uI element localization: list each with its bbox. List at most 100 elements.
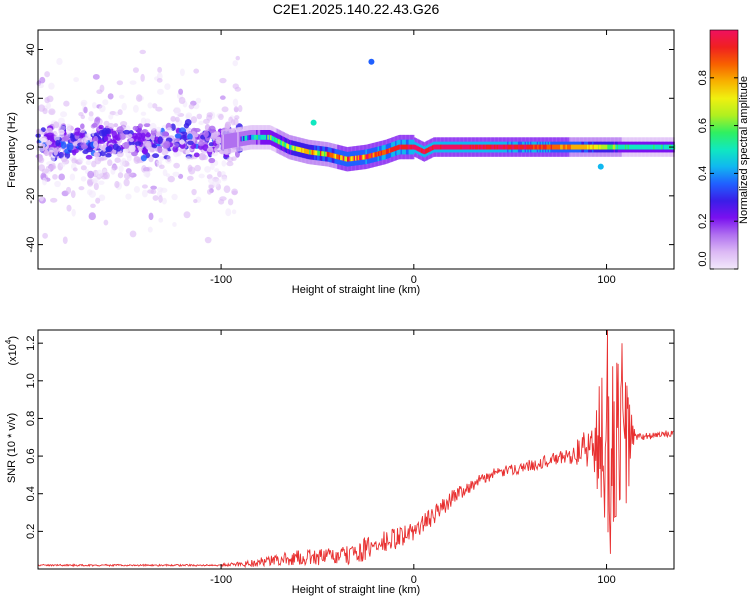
band-core-cell bbox=[549, 144, 552, 150]
noise-cell bbox=[125, 193, 132, 200]
noise-cell bbox=[69, 173, 76, 181]
noise-cell bbox=[72, 167, 78, 172]
snr-background bbox=[38, 330, 674, 569]
band-core-cell bbox=[255, 134, 257, 140]
band-core-cell bbox=[453, 144, 456, 150]
noise-cell bbox=[107, 93, 114, 100]
noise-cell bbox=[123, 141, 130, 149]
band-core-cell bbox=[639, 144, 642, 150]
noise-cell bbox=[139, 49, 147, 55]
band-core-cell bbox=[259, 134, 261, 140]
noise-cell bbox=[149, 122, 157, 131]
noise-cell bbox=[103, 136, 109, 142]
noise-cell bbox=[42, 232, 48, 239]
noise-cell bbox=[116, 126, 124, 133]
band-core-cell bbox=[666, 144, 669, 150]
noise-cell bbox=[219, 77, 227, 84]
band-core-cell bbox=[560, 144, 562, 150]
band-core-cell bbox=[655, 144, 658, 150]
band-cell bbox=[233, 132, 235, 148]
noise-cell bbox=[116, 150, 124, 158]
band-core-cell bbox=[406, 144, 409, 150]
band-core-cell bbox=[592, 144, 595, 150]
band-core-cell bbox=[252, 134, 255, 140]
band-core-cell bbox=[395, 145, 398, 151]
noise-cell bbox=[41, 168, 50, 174]
band-core-cell bbox=[360, 155, 363, 160]
band-core-cell bbox=[376, 151, 379, 157]
band-core-cell bbox=[492, 144, 495, 150]
noise-cell bbox=[186, 175, 194, 181]
band-core-cell bbox=[275, 137, 278, 143]
band-core-cell bbox=[550, 144, 553, 150]
band-core-cell bbox=[265, 134, 268, 140]
band-core-cell bbox=[450, 144, 453, 150]
noise-cell bbox=[156, 77, 163, 83]
noise-cell bbox=[136, 158, 142, 164]
band-core-cell bbox=[506, 144, 508, 150]
noise-cell bbox=[226, 161, 234, 167]
noise-cell bbox=[132, 125, 138, 131]
band-core-cell bbox=[243, 136, 245, 141]
band-core-cell bbox=[361, 154, 364, 160]
noise-cell bbox=[137, 123, 143, 129]
colorbar-gradient bbox=[710, 30, 738, 269]
band-core-cell bbox=[611, 144, 614, 150]
band-core-cell bbox=[568, 144, 570, 150]
noise-cell bbox=[101, 127, 109, 136]
band-core-cell bbox=[317, 150, 320, 156]
band-core-cell bbox=[631, 144, 634, 150]
band-core-cell bbox=[570, 144, 573, 150]
band-core-cell bbox=[615, 144, 618, 150]
band-core-cell bbox=[244, 135, 247, 141]
noise-cell bbox=[171, 193, 178, 201]
band-core-cell bbox=[462, 144, 465, 150]
band-core-cell bbox=[546, 144, 549, 150]
band-core-cell bbox=[569, 144, 572, 150]
noise-cell bbox=[60, 141, 67, 149]
band-core-cell bbox=[417, 146, 419, 152]
band-core-cell bbox=[622, 144, 624, 150]
noise-cell bbox=[166, 127, 173, 133]
band-core-cell bbox=[363, 154, 365, 160]
band-core-cell bbox=[410, 144, 413, 150]
band-core-cell bbox=[350, 156, 353, 162]
band-cell bbox=[222, 134, 225, 150]
band-core-cell bbox=[409, 144, 411, 150]
band-core-cell bbox=[414, 144, 417, 150]
noise-cell bbox=[66, 142, 74, 151]
snr-x-ticks: -100 0 100 bbox=[210, 330, 616, 586]
band-core-cell bbox=[624, 144, 627, 150]
noise-cell bbox=[143, 123, 151, 128]
noise-cell bbox=[118, 165, 124, 173]
band-core-cell bbox=[628, 144, 631, 150]
band-core-cell bbox=[623, 144, 626, 150]
band-core-cell bbox=[279, 140, 282, 145]
band-core-cell bbox=[523, 144, 526, 150]
noise-cell bbox=[128, 172, 134, 177]
band-core-cell bbox=[539, 144, 542, 150]
noise-cell bbox=[184, 118, 192, 126]
noise-cell bbox=[187, 164, 193, 172]
band-core-cell bbox=[442, 144, 445, 150]
band-core-cell bbox=[530, 144, 533, 150]
band-cell bbox=[238, 131, 241, 147]
artifact-blob bbox=[310, 119, 317, 126]
band-core-cell bbox=[276, 138, 279, 144]
band-core-cell bbox=[646, 144, 649, 150]
band-core-cell bbox=[620, 144, 623, 150]
band-core-cell bbox=[307, 149, 310, 155]
band-core-cell bbox=[328, 152, 330, 158]
band-core-cell bbox=[464, 144, 467, 150]
band-core-cell bbox=[261, 134, 264, 140]
band-core-cell bbox=[456, 144, 458, 150]
band-core-cell bbox=[649, 144, 651, 150]
noise-cell bbox=[148, 212, 154, 221]
noise-cell bbox=[93, 182, 99, 191]
band-core-cell bbox=[502, 144, 504, 150]
band-core-cell bbox=[636, 144, 639, 150]
band-core-cell bbox=[587, 144, 589, 150]
noise-cell bbox=[85, 154, 93, 160]
band-core-cell bbox=[616, 144, 619, 150]
noise-cell bbox=[52, 174, 58, 180]
